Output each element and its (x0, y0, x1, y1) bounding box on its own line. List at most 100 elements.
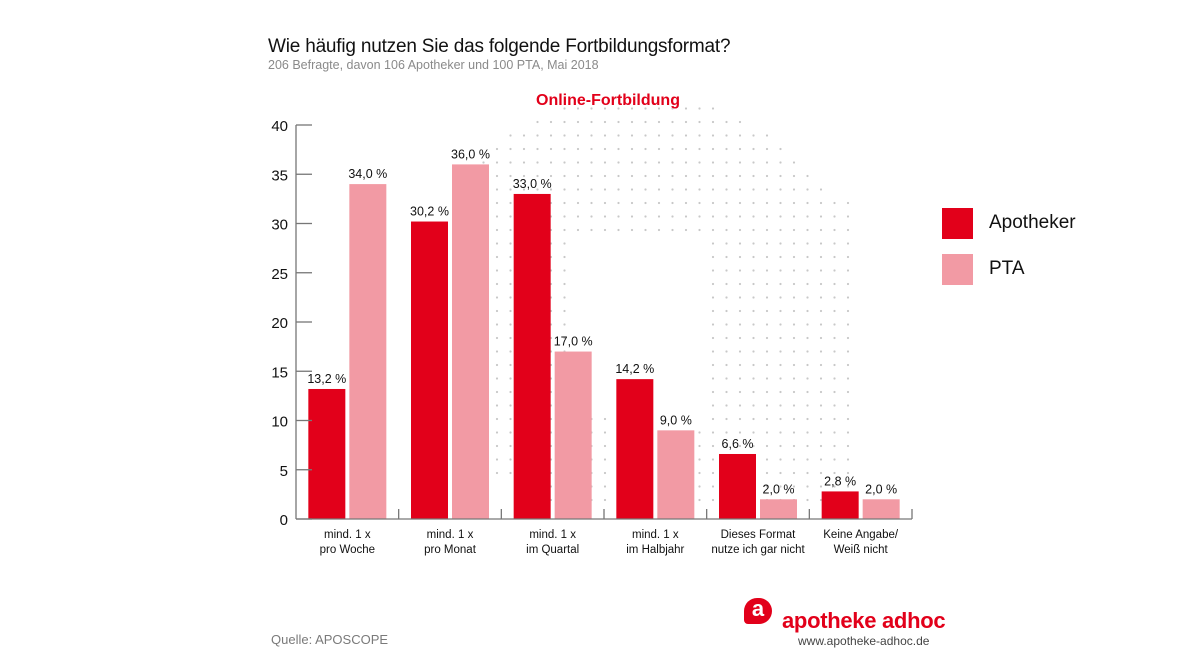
background-dot (603, 215, 607, 218)
background-dot (779, 161, 782, 164)
background-dot (806, 228, 809, 232)
background-dot (846, 201, 850, 205)
background-dot (509, 296, 512, 299)
background-dot (738, 296, 742, 299)
background-dot (549, 174, 553, 178)
background-dot (765, 255, 769, 259)
data-label: 33,0 % (513, 177, 552, 191)
background-dot (779, 458, 782, 461)
background-dot (698, 134, 701, 137)
background-dot (725, 336, 728, 340)
background-dot (779, 444, 782, 448)
background-dot (536, 134, 539, 137)
background-dot (644, 228, 647, 232)
background-dot (765, 269, 769, 272)
background-dot (738, 228, 742, 232)
background-dot (765, 377, 769, 380)
bar-apotheker (513, 193, 551, 519)
background-dot (711, 215, 715, 218)
bar-apotheker (821, 491, 859, 519)
background-dot (495, 336, 499, 340)
background-dot (576, 215, 580, 218)
background-dot (752, 134, 755, 137)
background-dot (846, 336, 850, 340)
background-dot (495, 471, 499, 475)
background-dot (806, 444, 809, 448)
background-dot (779, 471, 782, 475)
background-dot (846, 350, 850, 353)
background-dot (765, 228, 769, 232)
background-dot (752, 309, 755, 313)
background-dot (495, 188, 499, 191)
background-dot (630, 228, 634, 232)
background-dot (725, 350, 728, 353)
background-dot (819, 269, 823, 272)
background-dot (765, 471, 769, 475)
x-tick-label: mind. 1 x (427, 529, 474, 541)
background-dot (725, 120, 728, 124)
background-dot (698, 215, 701, 218)
background-dot (644, 215, 647, 218)
background-dot (806, 201, 809, 205)
background-dot (536, 120, 539, 124)
x-tick-label: mind. 1 x (632, 529, 679, 541)
background-dot (711, 323, 715, 326)
bar-pta (349, 184, 387, 519)
background-dot (752, 390, 755, 394)
background-dot (833, 201, 836, 205)
background-dot (495, 309, 499, 313)
background-dot (617, 215, 620, 218)
background-dot (819, 498, 823, 502)
background-dot (576, 161, 580, 164)
background-dot (806, 174, 809, 178)
background-dot (711, 471, 715, 475)
background-dot (725, 444, 728, 448)
background-dot (576, 174, 580, 178)
data-label: 2,0 % (763, 482, 795, 496)
background-dot (711, 134, 715, 137)
background-dot (711, 174, 715, 178)
background-dot (819, 296, 823, 299)
background-dot (725, 417, 728, 421)
y-tick-label: 35 (271, 167, 288, 184)
x-tick-label: pro Monat (424, 544, 477, 556)
background-dot (819, 444, 823, 448)
background-dot (738, 323, 742, 326)
background-dot (711, 107, 715, 110)
background-dot (752, 215, 755, 218)
background-dot (738, 147, 742, 151)
y-tick-label: 30 (271, 217, 288, 234)
bar-pta (452, 164, 489, 519)
background-dot (495, 417, 499, 421)
background-dot (671, 134, 674, 137)
background-dot (603, 498, 607, 502)
background-dot (657, 161, 661, 164)
background-dot (779, 417, 782, 421)
background-dot (711, 201, 715, 205)
x-tick-label: Keine Angabe/ (823, 529, 899, 541)
background-dot (495, 296, 499, 299)
background-dot (603, 471, 607, 475)
background-dot (576, 120, 580, 124)
background-dot (725, 147, 728, 151)
background-dot (846, 485, 850, 488)
background-dot (576, 107, 580, 110)
background-dot (725, 390, 728, 394)
background-dot (698, 458, 701, 461)
background-dot (779, 485, 782, 488)
background-dot (738, 404, 742, 407)
background-dot (495, 363, 499, 367)
x-tick-label: mind. 1 x (529, 529, 576, 541)
background-dot (738, 336, 742, 340)
background-dot (671, 188, 674, 191)
background-dot (792, 323, 796, 326)
background-dot (725, 242, 728, 245)
background-dot (792, 377, 796, 380)
background-dot (711, 188, 715, 191)
background-dot (711, 363, 715, 367)
background-dot (698, 201, 701, 205)
bar-apotheker (308, 388, 346, 519)
legend-label: PTA (989, 258, 1025, 279)
background-dot (711, 431, 715, 434)
background-dot (833, 485, 836, 488)
